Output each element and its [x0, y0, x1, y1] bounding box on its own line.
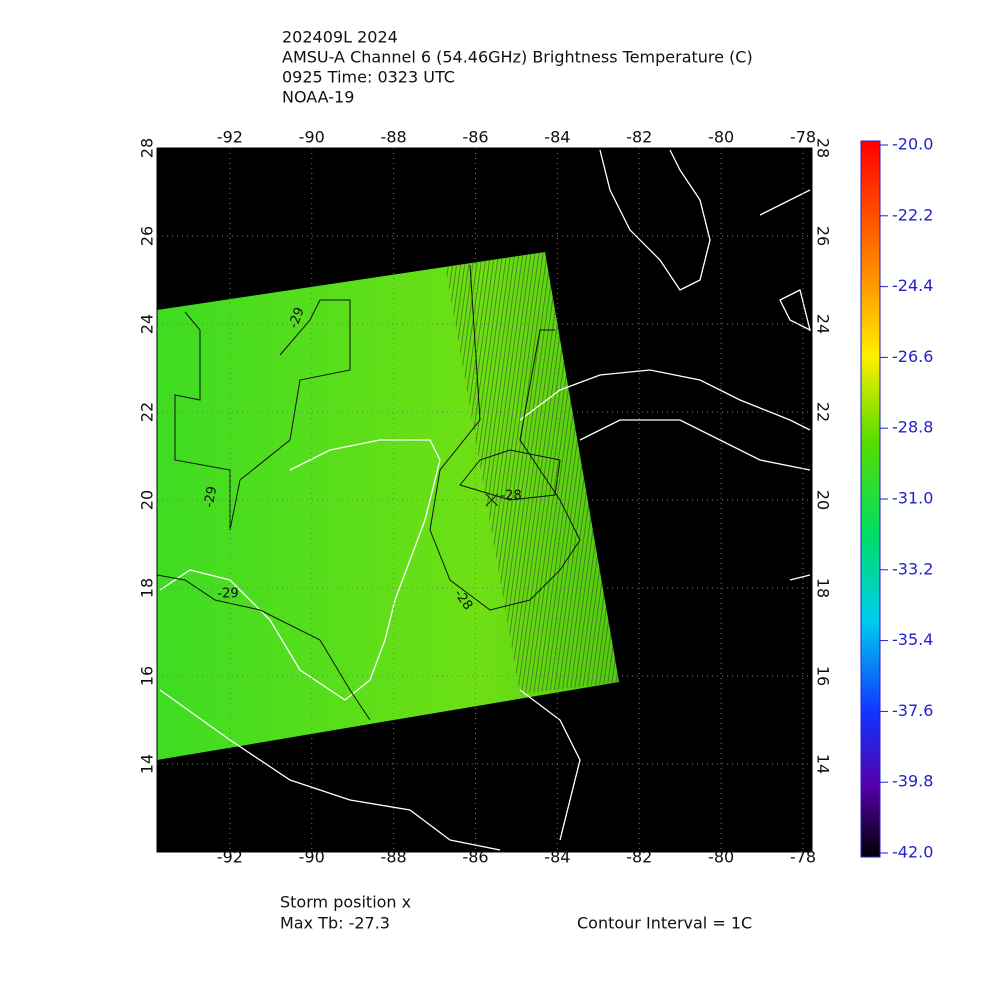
lat-tick-label: 20: [138, 490, 157, 510]
colorbar-tick-label: -24.4: [892, 276, 933, 295]
lon-tick-label: -78: [790, 848, 816, 867]
lat-tick-label: 16: [814, 666, 833, 686]
lon-tick-label: -80: [708, 128, 734, 147]
colorbar-tick-label: -26.6: [892, 347, 933, 366]
colorbar-tick-label: -33.2: [892, 559, 933, 578]
lat-tick-label: 26: [814, 226, 833, 246]
lon-tick-label: -82: [626, 848, 652, 867]
lat-tick-label: 14: [138, 754, 157, 774]
lon-tick-label: -86: [462, 128, 488, 147]
contour-line: [459, 449, 561, 501]
title-line: NOAA-19: [282, 88, 354, 107]
lat-tick-label: 28: [138, 138, 157, 158]
lon-tick-label: -84: [544, 128, 570, 147]
lon-tick-label: -88: [381, 848, 407, 867]
lon-tick-label: -82: [626, 128, 652, 147]
storm-marker-stroke: [485, 493, 499, 507]
colorbar-tick-label: -22.2: [892, 205, 933, 224]
lon-tick-label: -84: [544, 848, 570, 867]
lon-tick-label: -90: [299, 128, 325, 147]
colorbar-tick-label: -37.6: [892, 701, 933, 720]
contour-line: [429, 264, 581, 611]
lat-tick-label: 24: [814, 314, 833, 334]
lon-tick-label: -86: [462, 848, 488, 867]
contour-label: -29: [217, 587, 238, 602]
colorbar: -20.0 -22.2 -24.4 -26.6 -28.8 -31.0 -33.2 -35.4…: [860, 135, 933, 862]
contour-label: -28: [500, 489, 521, 504]
lat-tick-label: 24: [138, 314, 157, 334]
contour-label: -29: [202, 485, 220, 509]
lon-tick-label: -80: [708, 848, 734, 867]
contours: [156, 264, 581, 721]
storm-label: Storm position x: [280, 893, 411, 912]
lat-tick-label: 18: [814, 578, 833, 598]
lat-tick-label: 18: [138, 578, 157, 598]
coast-bahamas: [759, 189, 811, 581]
lon-tick-label: -78: [790, 128, 816, 147]
lat-tick-label: 28: [814, 138, 833, 158]
contour-line: [156, 574, 371, 721]
lat-tick-label: 26: [138, 226, 157, 246]
lon-tick-label: -88: [381, 128, 407, 147]
title-line: 0925 Time: 0323 UTC: [282, 68, 455, 87]
max-tb: Max Tb: -27.3: [280, 914, 390, 933]
colorbar-tick-label: -42.0: [892, 843, 933, 862]
lon-tick-label: -90: [299, 848, 325, 867]
storm-marker: [485, 493, 499, 507]
lat-tick-label: 14: [814, 754, 833, 774]
map-frame: [156, 147, 813, 853]
contour-label: -29: [286, 305, 307, 330]
lat-tick-label: 22: [814, 402, 833, 422]
colorbar-tick-label: -20.0: [892, 135, 933, 154]
coast-florida: [599, 149, 711, 291]
title-line: 202409L 2024: [282, 28, 398, 47]
title-line: AMSU-A Channel 6 (54.46GHz) Brightness T…: [282, 48, 753, 67]
lon-tick-label: -92: [217, 128, 243, 147]
colorbar-tick-label: -31.0: [892, 489, 933, 508]
colorbar-tick-label: -35.4: [892, 630, 933, 649]
colorbar-tick-label: -39.8: [892, 772, 933, 791]
coastlines: [159, 149, 811, 851]
lon-tick-label: -92: [217, 848, 243, 867]
colorbar-tick-label: -28.8: [892, 418, 933, 437]
lat-tick-label: 16: [138, 666, 157, 686]
coast-central-america: [159, 689, 581, 851]
contour-line: [174, 299, 351, 531]
contour-hatching: [445, 252, 619, 694]
lat-tick-label: 22: [138, 402, 157, 422]
coast-cuba: [519, 369, 811, 471]
lat-tick-label: 20: [814, 490, 833, 510]
colorbar-scale: [860, 140, 881, 858]
coast-yucatan: [159, 439, 441, 701]
contour-interval: Contour Interval = 1C: [577, 914, 752, 933]
